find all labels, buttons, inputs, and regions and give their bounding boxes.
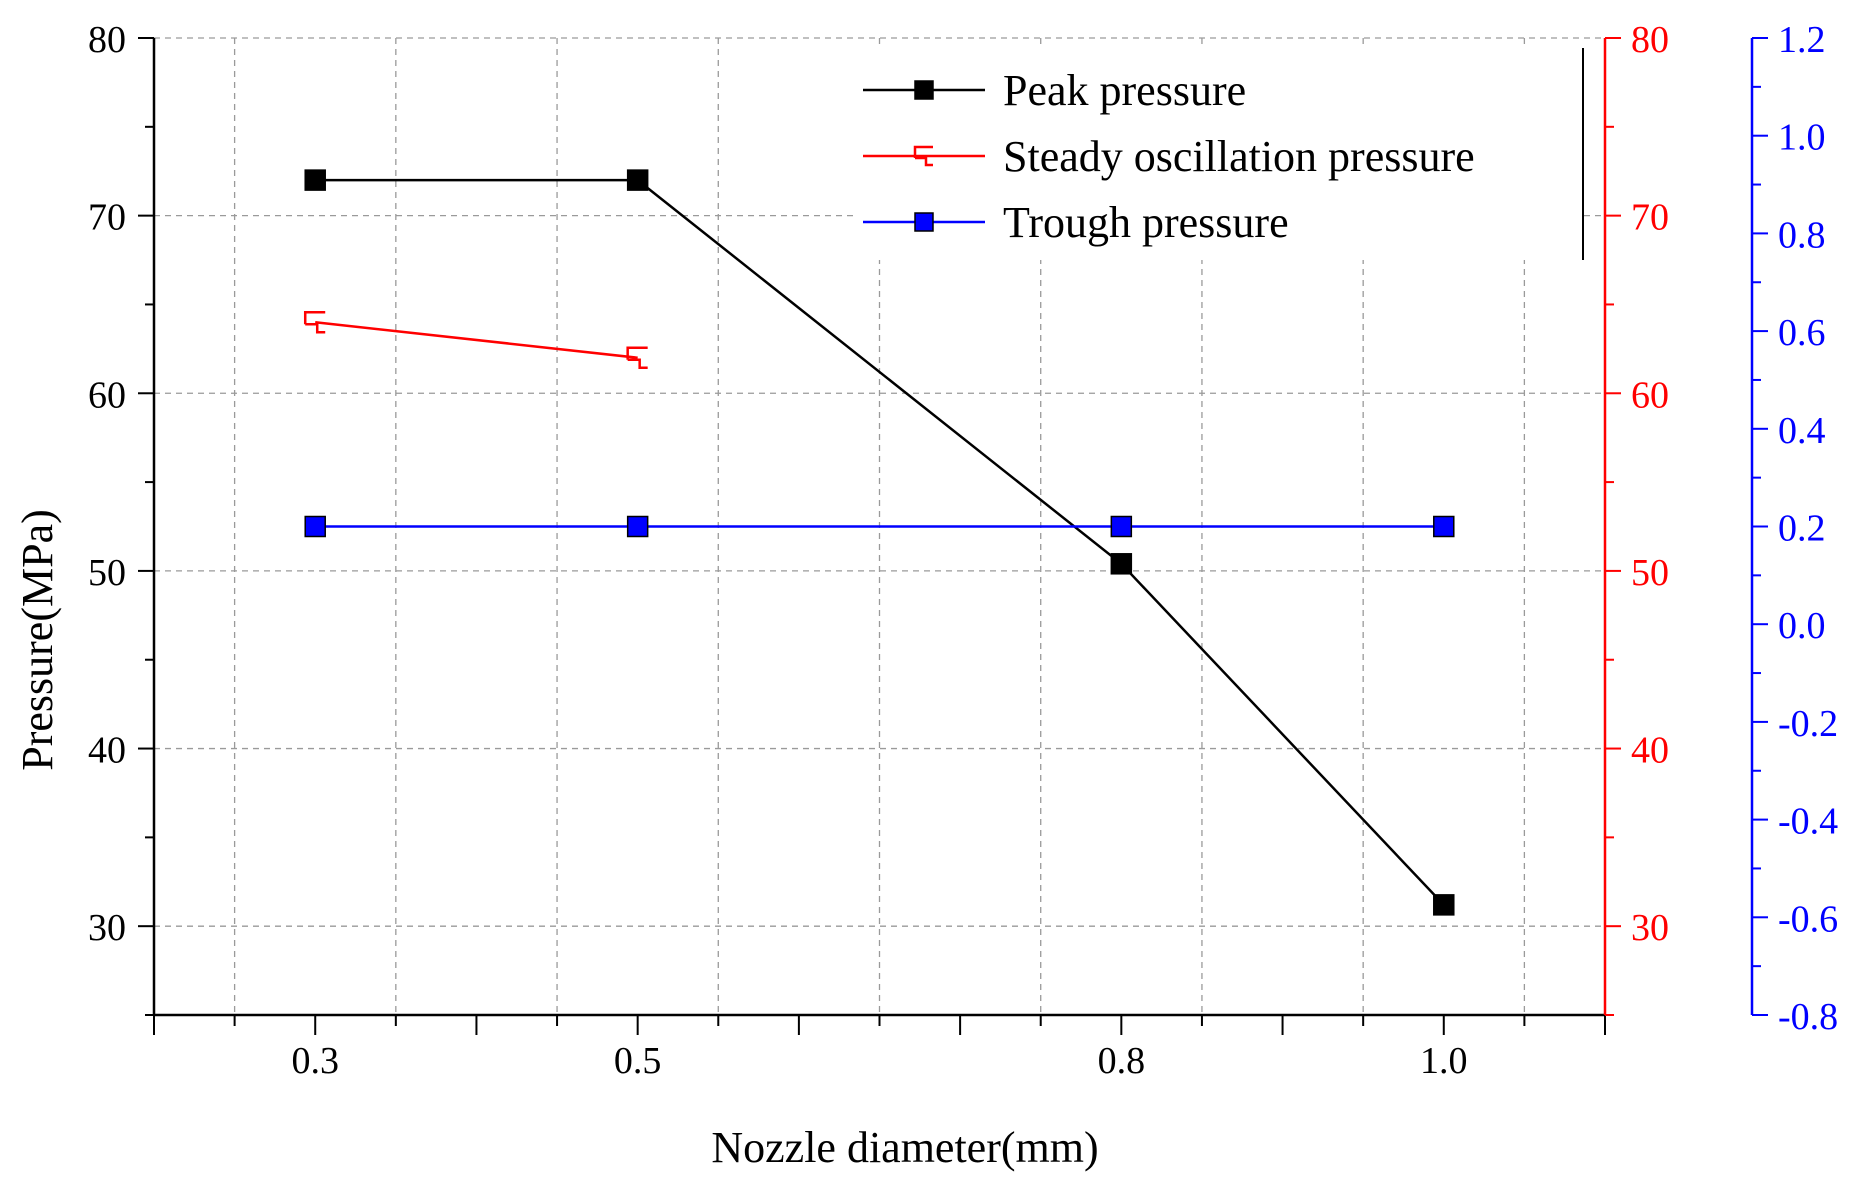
- blue-tick-label: -0.2: [1778, 703, 1838, 745]
- left-tick-label: 30: [88, 907, 126, 949]
- legend-marker: [914, 80, 934, 100]
- x-tick-label: 0.3: [291, 1040, 339, 1082]
- blue-tick-label: 0.0: [1778, 605, 1826, 647]
- series-line-0: [315, 178, 1445, 906]
- blue-tick-label: 1.2: [1778, 19, 1826, 61]
- data-point-0: [626, 169, 649, 191]
- left-tick-label: 50: [88, 552, 126, 594]
- blue-tick-label: 0.8: [1778, 214, 1826, 256]
- legend-box: [855, 48, 1583, 260]
- red-tick-label: 80: [1631, 19, 1669, 61]
- blue-tick-label: 0.4: [1778, 410, 1826, 452]
- data-point-0: [304, 169, 326, 191]
- left-tick-label: 70: [88, 197, 126, 239]
- data-point-1: [303, 310, 326, 334]
- axes: 30 40 50 60 70 80 0.3 0.5 0.8 1.0 30 40 50 60 70 80 -0.8…: [88, 19, 1838, 1082]
- legend-label: Steady oscillation pressure: [1003, 132, 1475, 181]
- x-tick-label: 0.5: [614, 1040, 662, 1082]
- red-tick-label: 40: [1631, 730, 1669, 772]
- blue-tick-label: -0.4: [1778, 801, 1838, 843]
- data-point-2: [1433, 515, 1455, 538]
- data-point-2: [1110, 515, 1133, 538]
- left-tick-label: 40: [88, 730, 126, 772]
- x-tick-label: 0.8: [1098, 1040, 1146, 1082]
- x-axis-title: Nozzle diameter(mm): [711, 1123, 1098, 1172]
- red-tick-label: 60: [1631, 374, 1669, 416]
- blue-tick-label: 1.0: [1778, 117, 1826, 159]
- legend-label: Trough pressure: [1003, 198, 1289, 247]
- red-tick-label: 30: [1631, 907, 1669, 949]
- left-tick-label: 60: [88, 374, 126, 416]
- data-point-1: [626, 346, 648, 369]
- blue-tick-label: 0.6: [1778, 312, 1826, 354]
- data-point-2: [304, 515, 326, 538]
- series-line-1: [315, 320, 638, 359]
- legend-marker: [913, 145, 933, 167]
- legend-label: Peak pressure: [1003, 66, 1246, 115]
- legend: Peak pressure Steady oscillation pressure…: [855, 48, 1584, 260]
- blue-tick-label: 0.2: [1778, 508, 1826, 550]
- red-tick-label: 50: [1631, 552, 1669, 594]
- series: [303, 169, 1455, 916]
- y-axis-title: Pressure(MPa): [13, 509, 62, 771]
- data-point-0: [1433, 894, 1455, 916]
- left-tick-label: 80: [88, 19, 126, 61]
- legend-marker: [914, 212, 934, 232]
- blue-tick-label: -0.6: [1778, 898, 1838, 940]
- data-point-2: [626, 515, 649, 538]
- data-point-0: [1110, 553, 1133, 575]
- red-tick-label: 70: [1631, 197, 1669, 239]
- x-tick-label: 1.0: [1420, 1040, 1468, 1082]
- blue-tick-label: -0.8: [1778, 996, 1838, 1038]
